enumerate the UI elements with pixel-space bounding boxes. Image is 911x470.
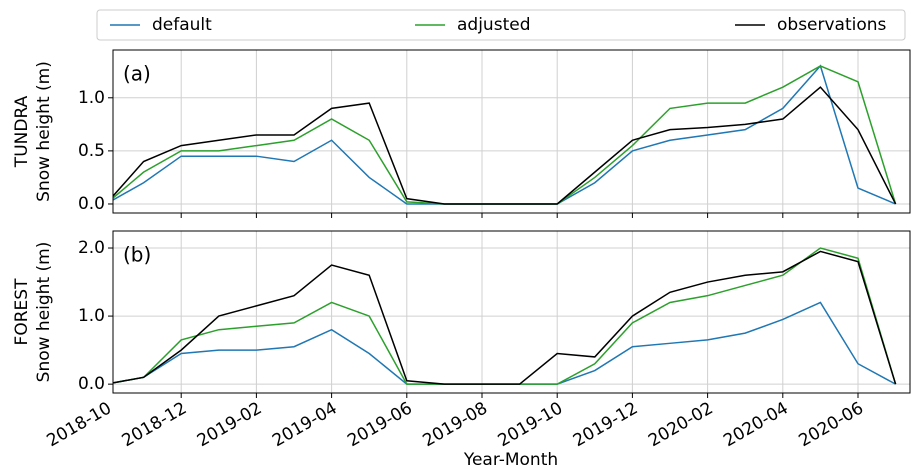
series-line (113, 86, 897, 205)
series-line (113, 64, 896, 205)
y-tick-label: 0.0 (78, 194, 105, 214)
x-tick-label: 2019-02 (194, 398, 266, 451)
axes-frame (112, 230, 911, 394)
y-tick-label: 2.0 (78, 238, 105, 258)
x-tick-label: 2020-06 (795, 398, 867, 451)
y-axis-label: Snow height (m) (34, 61, 54, 202)
x-tick-label: 2018-12 (119, 398, 191, 451)
x-tick-label: 2019-10 (495, 398, 567, 451)
x-tick-label: 2020-02 (645, 398, 717, 451)
panel-label: (b) (123, 243, 151, 267)
x-tick-label: 2018-10 (43, 398, 115, 451)
legend-label: observations (777, 15, 887, 35)
x-tick-label: 2019-06 (344, 398, 416, 451)
axes-frame (112, 49, 911, 214)
y-axis-label: TUNDRA (12, 95, 32, 168)
legend-box (96, 9, 906, 41)
series-line (113, 250, 897, 385)
legend-label: adjusted (457, 15, 530, 35)
x-tick-label: 2020-04 (720, 398, 792, 451)
y-tick-label: 0.5 (78, 141, 105, 161)
x-tick-label: 2019-04 (269, 398, 341, 451)
legend-label: default (152, 15, 212, 35)
y-tick-label: 0.0 (78, 374, 105, 394)
x-axis-label: Year-Month (463, 450, 558, 470)
y-tick-label: 1.0 (78, 306, 105, 326)
series-line (113, 65, 897, 205)
x-tick-label: 2019-08 (419, 398, 491, 451)
y-axis-label: FOREST (12, 278, 32, 346)
y-axis-label: Snow height (m) (34, 242, 54, 383)
panel-label: (a) (123, 62, 151, 86)
x-tick-label: 2019-12 (570, 398, 642, 451)
y-tick-label: 1.0 (78, 88, 105, 108)
